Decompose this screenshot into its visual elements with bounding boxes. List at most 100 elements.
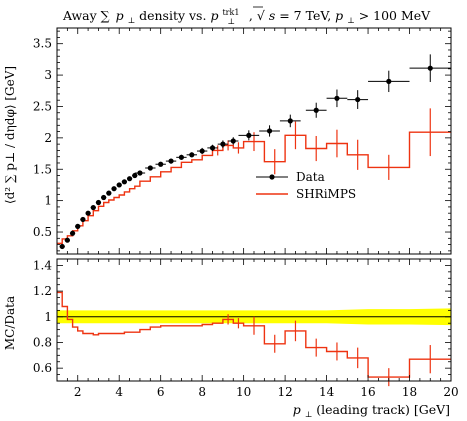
data-point (155, 161, 166, 167)
ratio-y-tick-label: 1.4 (33, 258, 52, 272)
data-point-marker (386, 78, 392, 84)
data-point-marker (199, 148, 205, 154)
title-trk-sup: trk1 (222, 8, 239, 17)
data-point (259, 125, 280, 137)
data-point-marker (75, 223, 81, 229)
title-pre: Away ∑ (62, 8, 110, 23)
data-point-marker (168, 158, 174, 164)
x-axis-label: p ⊥ (leading track) [GeV] (293, 402, 450, 420)
y-axis-label: ⟨d² ∑ p⊥ / dηdφ⟩ [GeV] (3, 66, 17, 204)
data-point-marker (313, 107, 319, 113)
data-point-marker (137, 170, 143, 176)
x-tick-label: 16 (360, 385, 375, 399)
title-cut: > 100 MeV (359, 8, 431, 23)
title-s: s (269, 8, 275, 23)
x-tick-label: 2 (74, 385, 82, 399)
data-point (186, 152, 197, 158)
title-sep: , √ (249, 8, 265, 23)
data-point (121, 179, 127, 185)
title-perp2: ⊥ (227, 17, 235, 26)
chart-title: Away ∑ p ⊥ density vs. p trk1 ⊥ , √ s = … (62, 3, 431, 27)
xlabel-perp: ⊥ (305, 410, 313, 419)
data-point-marker (111, 186, 117, 192)
data-point-marker (59, 243, 65, 250)
y-tick-label: 1 (44, 194, 52, 208)
data-point (116, 182, 122, 188)
data-point-marker (69, 230, 76, 236)
x-tick-label: 6 (157, 385, 165, 399)
data-point (95, 199, 102, 206)
data-point-marker (101, 194, 107, 201)
data-point (90, 204, 96, 211)
ratio-y-tick-label: 1 (44, 310, 52, 324)
xlabel-p: p (293, 402, 301, 417)
data-point-marker (266, 128, 273, 134)
x-tick-label: 14 (319, 385, 335, 399)
data-point-marker (220, 141, 226, 147)
ratio-plot-area (57, 291, 451, 387)
data-point-marker (147, 165, 153, 171)
legend: Data SHRiMPS (256, 170, 356, 201)
ratio-shrimps-histogram-line (57, 291, 451, 378)
data-point-marker (427, 65, 433, 71)
data-point (80, 216, 86, 223)
x-tick-label: 4 (115, 385, 123, 399)
y-tick-label: 3 (44, 68, 52, 82)
title-p3: p (335, 8, 343, 23)
data-point-marker (178, 154, 185, 160)
data-point (347, 90, 369, 109)
data-point (132, 172, 138, 179)
data-point-marker (287, 118, 293, 124)
xlabel-rest: (leading track) [GeV] (316, 402, 450, 417)
y-tick-label: 0.5 (33, 225, 52, 239)
data-point-marker (106, 190, 112, 196)
title-p: p (116, 8, 124, 23)
data-point-marker (246, 132, 252, 138)
data-point-marker (126, 176, 133, 182)
x-tick-label: 18 (402, 385, 417, 399)
data-point-marker (95, 199, 102, 206)
y-tick-label: 1.5 (33, 162, 52, 176)
data-point (165, 158, 177, 164)
title-p2: p (210, 8, 218, 23)
y-tick-label: 3.5 (33, 37, 52, 51)
data-point (69, 230, 76, 236)
data-point (85, 210, 91, 216)
main-plot-area (57, 54, 451, 250)
data-point (126, 176, 133, 182)
x-tick-label: 10 (236, 385, 251, 399)
data-point (217, 140, 229, 148)
data-point-marker (158, 161, 164, 167)
legend-entry-data: Data (256, 170, 325, 184)
data-point (106, 190, 112, 196)
data-point (145, 165, 156, 171)
data-point (207, 144, 218, 152)
data-point-marker (90, 204, 96, 211)
data-point (326, 89, 348, 108)
ratio-y-axis-label: MC/Data (3, 296, 17, 350)
ratio-y-tick-label: 0.8 (33, 335, 52, 349)
data-point (176, 154, 187, 160)
title-perp: ⊥ (128, 16, 136, 25)
title-mid: density vs. (139, 8, 210, 23)
data-point-marker (189, 152, 195, 158)
title-perp3: ⊥ (347, 16, 355, 25)
data-point (368, 70, 410, 93)
data-point-marker (209, 145, 216, 151)
x-tick-label: 20 (443, 385, 458, 399)
data-point-marker (116, 182, 122, 188)
data-point (59, 243, 65, 250)
data-point-marker (80, 216, 86, 223)
legend-data-marker (269, 174, 275, 180)
data-point-marker (334, 95, 340, 101)
x-tick-label: 12 (277, 385, 292, 399)
legend-data-label: Data (296, 170, 325, 184)
legend-shrimps-label: SHRiMPS (296, 187, 356, 201)
y-tick-label: 2.5 (33, 99, 52, 113)
data-point (75, 223, 81, 229)
data-point (101, 194, 107, 201)
data-point-marker (132, 172, 138, 179)
data-point (111, 186, 117, 192)
data-point-marker (64, 237, 70, 243)
